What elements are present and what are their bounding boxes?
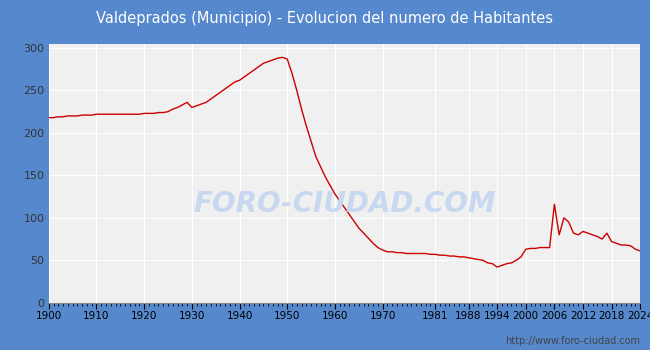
Text: FORO-CIUDAD.COM: FORO-CIUDAD.COM bbox=[193, 190, 496, 218]
Text: Valdeprados (Municipio) - Evolucion del numero de Habitantes: Valdeprados (Municipio) - Evolucion del … bbox=[96, 11, 554, 26]
Text: http://www.foro-ciudad.com: http://www.foro-ciudad.com bbox=[505, 336, 640, 346]
